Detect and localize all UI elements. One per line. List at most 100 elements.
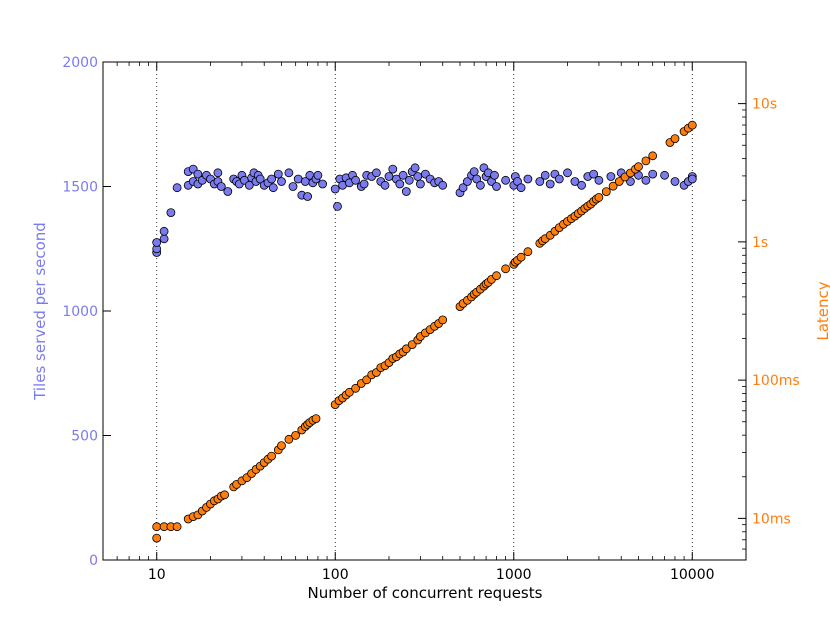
tiles-point: [255, 174, 265, 184]
left-y-tick-label: 0: [89, 553, 98, 569]
latency-point: [311, 414, 321, 424]
latency-point: [614, 177, 624, 186]
tiles-point: [475, 180, 485, 190]
tiles-point: [166, 208, 176, 218]
tiles-point: [318, 179, 328, 189]
right-y-tick-label: 100ms: [752, 373, 800, 389]
right-y-axis: 10ms 100ms 1s 10s: [738, 61, 800, 561]
tiles-point: [413, 172, 423, 181]
tiles-point: [458, 183, 468, 193]
tiles-point: [277, 177, 286, 186]
latency-point: [501, 264, 511, 274]
latency-point: [648, 151, 658, 161]
tiles-point: [404, 175, 414, 185]
tiles-point: [563, 168, 572, 178]
tiles-point: [172, 183, 182, 193]
latency-point: [351, 383, 361, 393]
tiles-point: [152, 238, 162, 247]
plot-area: [103, 62, 746, 560]
tiles-point: [523, 174, 533, 184]
tiles-point: [267, 174, 277, 184]
tiles-point: [594, 175, 604, 185]
tiles-point: [223, 187, 233, 196]
tiles-point: [577, 180, 586, 190]
left-axis-title: Tiles served per second: [31, 222, 49, 401]
tiles-point: [641, 175, 651, 185]
tiles-point: [380, 180, 390, 190]
latency-point: [291, 430, 301, 440]
right-axis-title: Latency: [814, 281, 830, 340]
tiles-point: [535, 177, 545, 186]
tiles-point: [606, 172, 616, 181]
tiles-point: [288, 182, 298, 191]
tiles-point: [159, 226, 169, 236]
x-tick-label: 100: [322, 567, 349, 583]
tiles-point: [501, 175, 511, 185]
latency-point: [407, 340, 417, 350]
tiles-point: [371, 168, 381, 178]
left-y-tick-label: 1500: [62, 180, 98, 196]
x-tick-label: 10: [148, 567, 166, 583]
latency-point: [608, 181, 618, 191]
latency-point: [152, 522, 162, 532]
tiles-point: [545, 179, 555, 189]
right-y-tick-label: 1s: [752, 235, 768, 251]
tiles-point: [438, 180, 448, 190]
x-axis: 10 100 1000 10000: [102, 62, 747, 583]
tiles-point: [570, 177, 580, 186]
tiles-point: [469, 167, 479, 177]
latency-point: [284, 434, 294, 444]
latency-point: [401, 344, 411, 354]
latency-point: [344, 387, 354, 397]
tiles-point: [589, 169, 598, 179]
tiles-point: [410, 163, 420, 173]
latency-point: [670, 134, 680, 144]
latency-series: [152, 120, 697, 543]
tiles-point: [540, 170, 550, 180]
tiles-point: [351, 175, 361, 185]
tiles-point: [395, 179, 405, 189]
latency-point: [277, 441, 286, 451]
tiles-point: [193, 169, 203, 179]
tiles-point: [554, 174, 564, 184]
latency-point: [152, 533, 162, 543]
grid-lines: [156, 62, 693, 560]
latency-point: [492, 271, 501, 281]
tiles-point: [398, 170, 408, 180]
tiles-point: [490, 170, 499, 180]
tiles-point: [284, 168, 294, 178]
right-y-tick-label: 10ms: [752, 511, 791, 527]
tiles-point: [516, 183, 526, 193]
left-y-tick-label: 1000: [62, 304, 98, 320]
latency-point: [220, 490, 230, 500]
tiles-point: [687, 174, 697, 184]
tiles-point: [492, 182, 501, 191]
latency-point: [438, 315, 448, 325]
tiles-point: [401, 187, 411, 196]
latency-point: [641, 156, 651, 166]
latency-point: [516, 252, 526, 262]
tiles-point: [660, 170, 669, 180]
latency-point: [523, 247, 533, 257]
tiles-point: [648, 169, 658, 179]
tiles-point: [359, 179, 369, 189]
tiles-point: [462, 177, 472, 186]
latency-point: [687, 120, 697, 130]
tiles-point: [213, 168, 223, 178]
latency-point: [172, 522, 182, 532]
tiles-point: [159, 234, 169, 244]
latency-point: [601, 187, 611, 197]
latency-point: [267, 451, 277, 461]
tiles-point: [303, 192, 313, 201]
tiles-point: [415, 179, 425, 189]
tiles-point: [330, 184, 340, 194]
latency-point: [594, 192, 604, 202]
tiles-point: [216, 182, 226, 191]
tiles-point: [384, 172, 394, 181]
right-y-tick-label: 10s: [752, 97, 777, 113]
tiles-point: [670, 177, 680, 186]
x-axis-title: Number of concurrent requests: [308, 584, 543, 602]
tiles-point: [388, 164, 398, 174]
left-y-tick-label: 500: [71, 429, 98, 445]
